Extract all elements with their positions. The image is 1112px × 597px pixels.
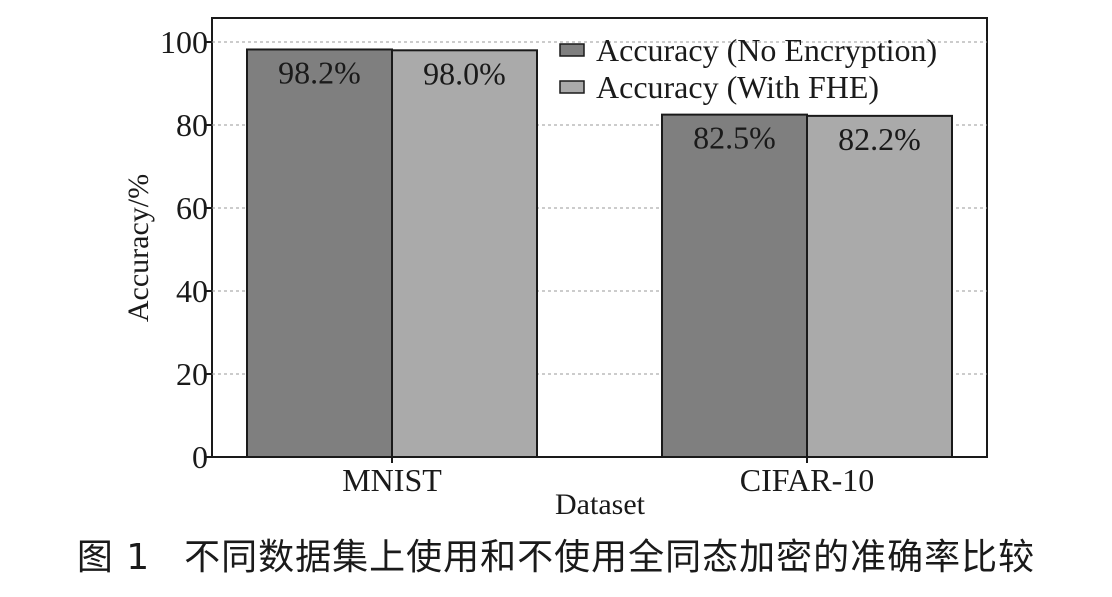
legend-swatch xyxy=(559,43,585,57)
y-tick-label: 40 xyxy=(176,273,208,309)
bar-value-label: 82.5% xyxy=(693,120,776,156)
y-tick-label: 100 xyxy=(160,24,208,60)
y-tick-label: 80 xyxy=(176,107,208,143)
y-axis-label: Accuracy/% xyxy=(122,174,155,322)
bar-value-label: 98.2% xyxy=(278,54,361,90)
figure-number: 图 1 xyxy=(76,537,151,578)
caption-text: 不同数据集上使用和不使用全同态加密的准确率比较 xyxy=(184,537,1036,578)
bar xyxy=(661,113,808,458)
legend-label: Accuracy (With FHE) xyxy=(596,69,879,105)
y-tick-label: 0 xyxy=(192,439,208,475)
bar-value-label: 82.2% xyxy=(838,121,921,157)
y-tick-label: 20 xyxy=(176,356,208,392)
chart: 98.2% 98.0% 82.5% 82.2% 0 20 40 60 80 100 MNIST CI… xyxy=(122,17,988,521)
bar-value-label: 98.0% xyxy=(423,55,506,91)
x-axis-label: Dataset xyxy=(555,488,646,521)
bar xyxy=(246,48,393,458)
figure-caption: 图 1 不同数据集上使用和不使用全同态加密的准确率比较 xyxy=(0,528,1112,588)
legend-label: Accuracy (No Encryption) xyxy=(596,32,937,68)
bar xyxy=(391,49,538,459)
x-tick-label: CIFAR-10 xyxy=(740,462,875,498)
y-tick-label: 60 xyxy=(176,190,208,226)
x-tick-label: MNIST xyxy=(342,462,442,498)
legend-swatch xyxy=(559,80,585,94)
bar xyxy=(806,114,953,459)
